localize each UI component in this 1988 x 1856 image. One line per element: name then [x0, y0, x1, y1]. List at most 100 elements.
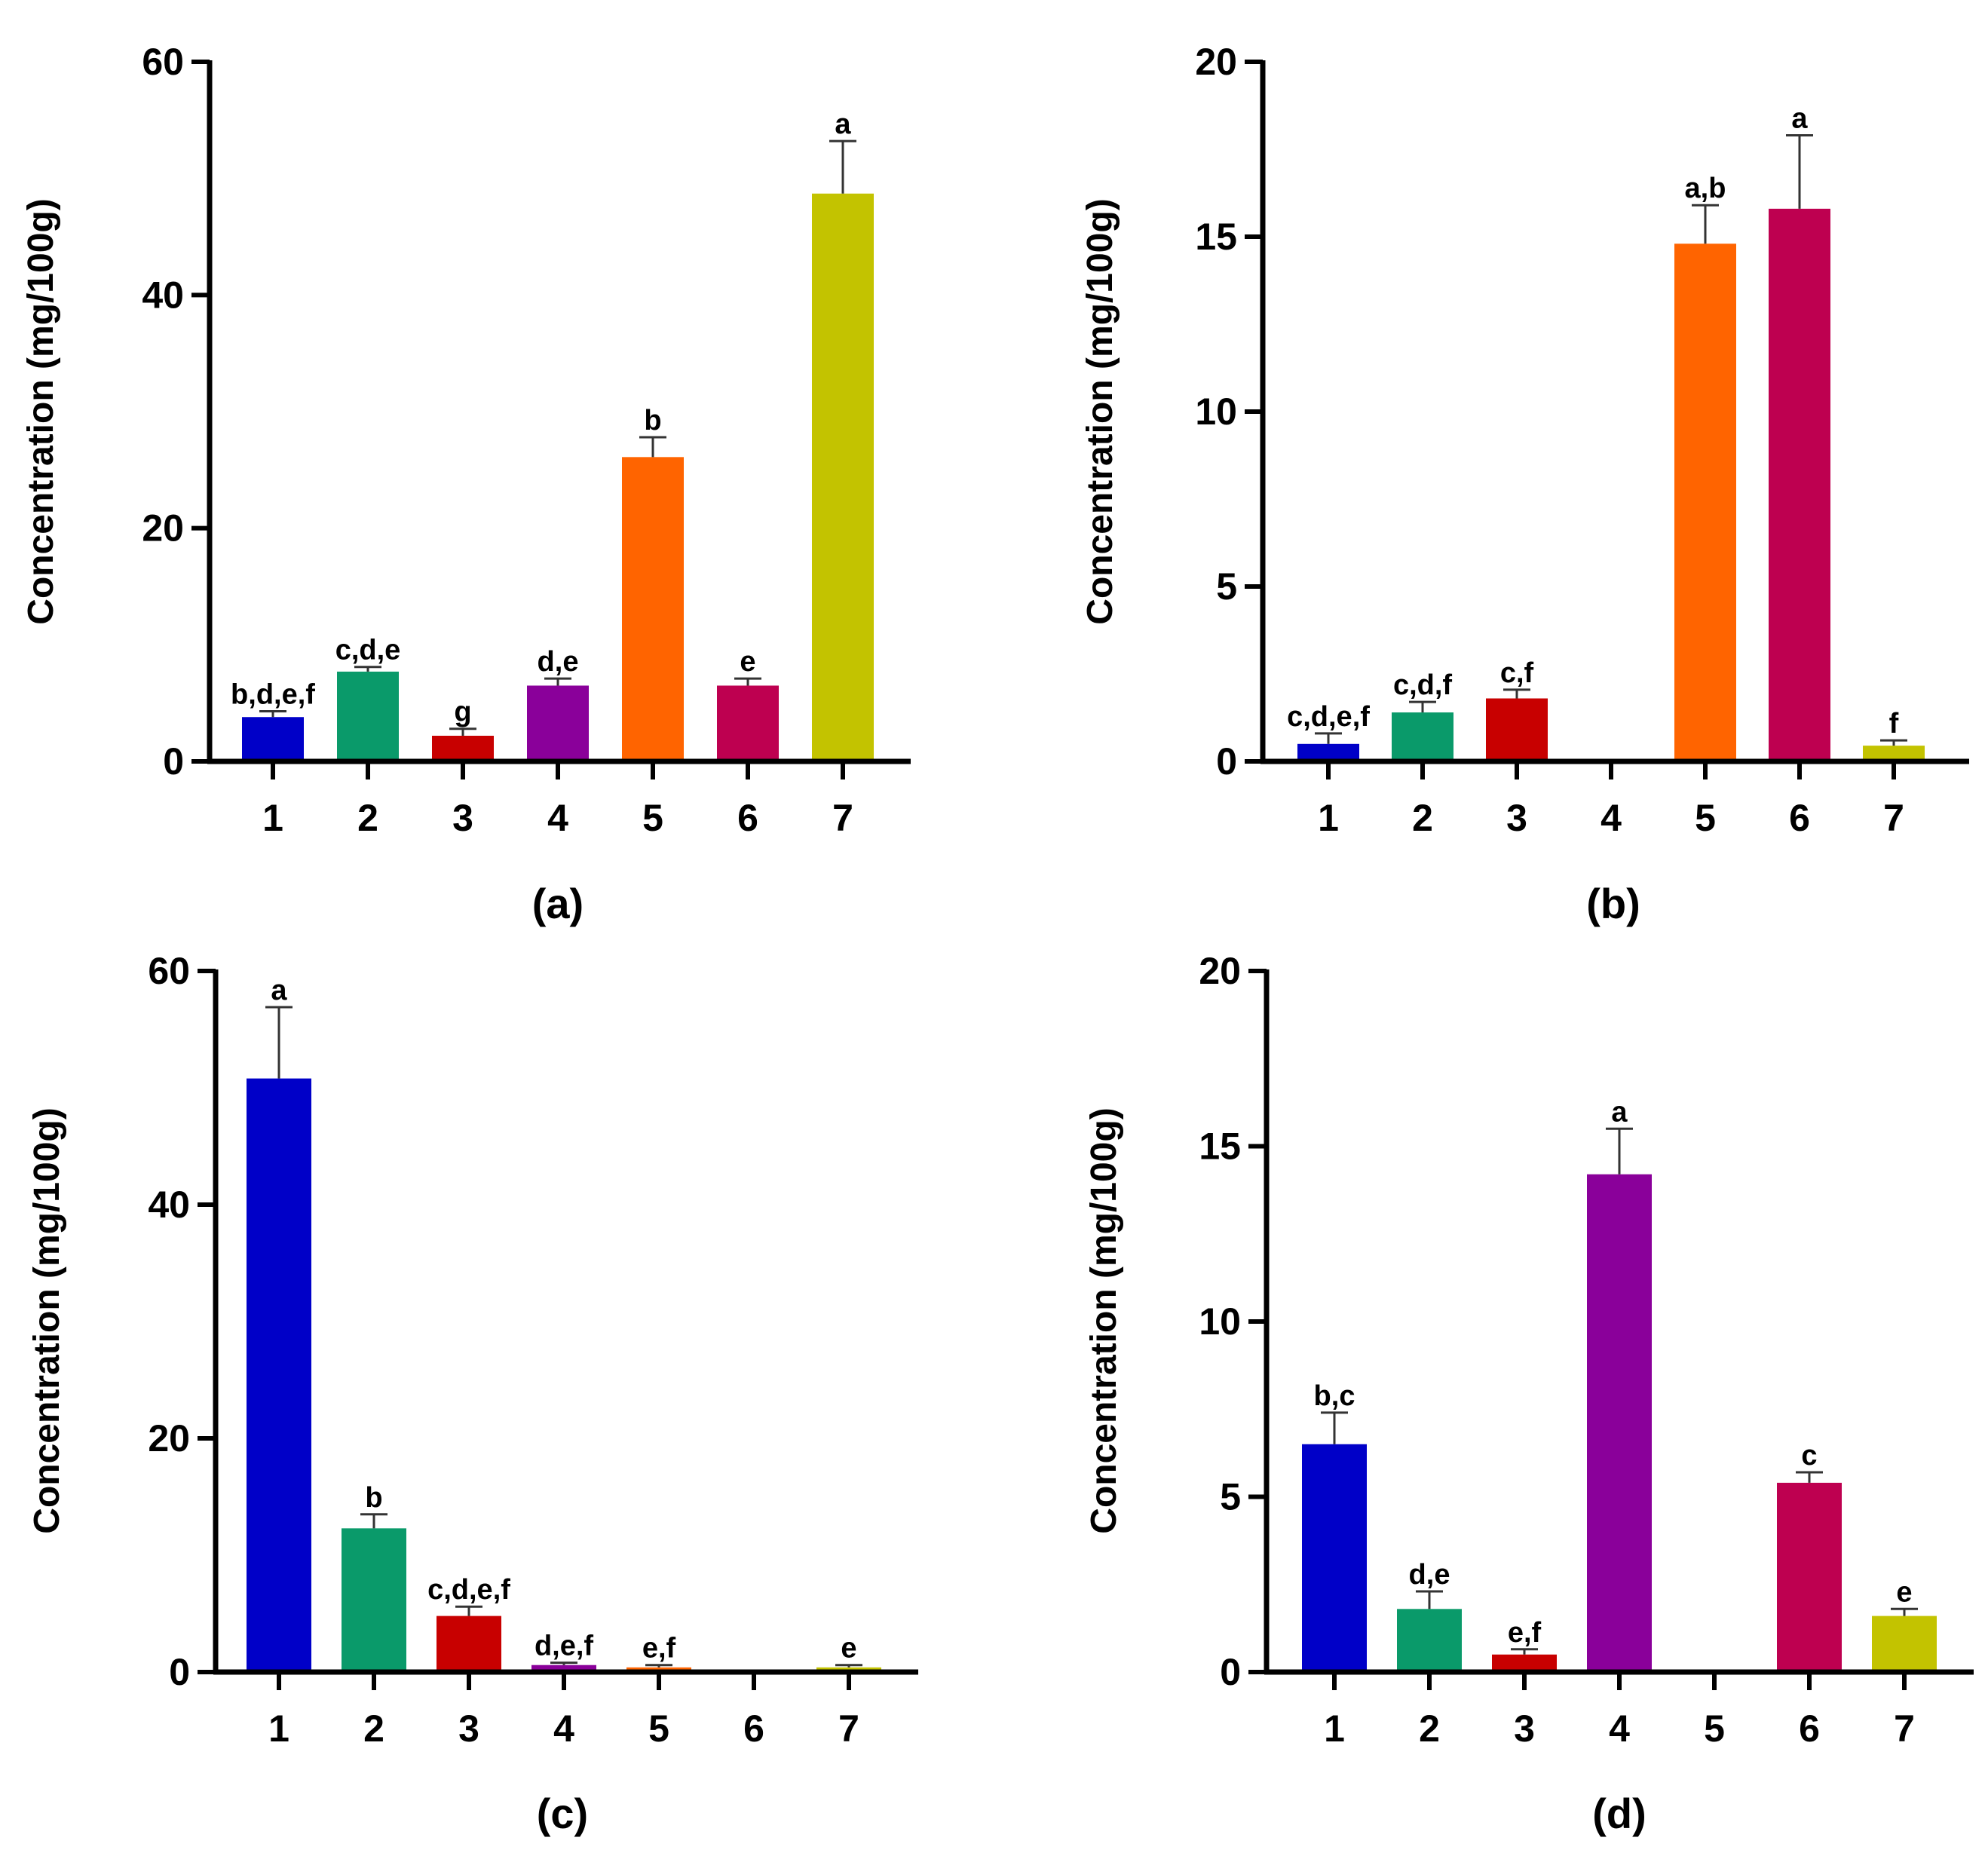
bar: [432, 735, 494, 761]
x-tick-label: 2: [363, 1707, 384, 1750]
bar: [622, 457, 684, 761]
x-tick-label: 5: [1695, 797, 1716, 839]
significance-letter: e: [841, 1633, 856, 1665]
bar: [717, 685, 779, 761]
y-tick-label: 20: [148, 1417, 190, 1459]
x-tick-label: 1: [1318, 797, 1339, 839]
x-tick-label: 1: [1324, 1707, 1345, 1750]
x-tick-label: 3: [1514, 1707, 1535, 1750]
panel-label: (c): [537, 1790, 588, 1837]
y-tick-label: 15: [1199, 1126, 1241, 1168]
y-tick-label: 20: [1199, 950, 1241, 992]
y-axis-title: Concentration (mg/100g): [27, 1107, 67, 1533]
y-tick-label: 5: [1216, 565, 1237, 608]
x-tick-label: 5: [642, 797, 663, 839]
bar: [342, 1528, 406, 1672]
x-tick-label: 5: [648, 1707, 669, 1750]
y-tick-label: 15: [1195, 216, 1237, 258]
y-tick-label: 60: [148, 950, 190, 992]
x-tick-label: 6: [1799, 1707, 1820, 1750]
bar: [242, 717, 304, 761]
x-tick-label: 5: [1704, 1707, 1725, 1750]
panel-label: (b): [1586, 880, 1640, 927]
x-tick-label: 4: [1601, 797, 1622, 839]
significance-letter: b,d,e,f: [231, 678, 315, 710]
bar: [1769, 208, 1830, 761]
significance-letter: a: [271, 975, 287, 1006]
bar: [531, 1665, 596, 1672]
y-tick-label: 0: [1216, 740, 1237, 783]
bar: [1397, 1609, 1462, 1672]
bar: [1486, 698, 1548, 761]
bar: [1674, 243, 1736, 761]
bar: [1777, 1482, 1842, 1672]
x-tick-label: 6: [743, 1707, 764, 1750]
significance-letter: e: [740, 646, 755, 678]
y-tick-label: 5: [1220, 1476, 1241, 1518]
chart-panel-1: b,d,e,f c,d,e g d,e b e a 0 20 40 60 1 2 3 4 5 6 7 Concent…: [21, 41, 911, 927]
x-tick-label: 4: [553, 1707, 574, 1750]
significance-letter: e,f: [642, 1633, 676, 1665]
y-axis-title: Concentration (mg/100g): [1084, 1107, 1124, 1533]
y-tick-label: 40: [142, 274, 184, 316]
y-tick-label: 0: [1220, 1651, 1241, 1693]
chart-panel-2: c,d,e,f c,d,f c,f a,b a f 0 5 10 15 20 1 2 3 4 5 6 7 Conce…: [1080, 41, 1969, 927]
bar: [812, 193, 874, 762]
panel-label: (a): [532, 880, 584, 927]
y-tick-label: 40: [148, 1184, 190, 1226]
x-tick-label: 7: [1883, 797, 1904, 839]
y-tick-label: 60: [142, 41, 184, 83]
y-tick-label: 0: [169, 1651, 190, 1693]
significance-letter: e: [1896, 1576, 1912, 1608]
x-tick-label: 2: [1412, 797, 1433, 839]
significance-letter: b,c: [1314, 1380, 1355, 1412]
x-tick-label: 2: [357, 797, 378, 839]
significance-letter: a: [1791, 103, 1808, 134]
bar: [1587, 1174, 1652, 1672]
bar: [247, 1078, 311, 1672]
bar: [1302, 1444, 1367, 1672]
significance-letter: a,b: [1685, 173, 1726, 204]
significance-letter: c: [1801, 1440, 1817, 1472]
x-tick-label: 7: [838, 1707, 859, 1750]
x-tick-label: 6: [737, 797, 758, 839]
chart-panel-4: b,c d,e e,f a c e 0 5 10 15 20 1 2 3 4 5 6 7 Concentration…: [1084, 950, 1974, 1837]
y-tick-label: 20: [142, 507, 184, 550]
x-tick-label: 2: [1419, 1707, 1440, 1750]
x-tick-label: 7: [832, 797, 853, 839]
bar: [527, 685, 589, 761]
significance-letter: f: [1889, 708, 1899, 740]
panel-label: (d): [1592, 1790, 1646, 1837]
x-tick-label: 4: [547, 797, 568, 839]
significance-letter: d,e: [1409, 1559, 1450, 1591]
significance-letter: a: [1611, 1096, 1628, 1128]
significance-letter: c,d,e,f: [1287, 701, 1370, 733]
x-tick-label: 3: [458, 1707, 479, 1750]
y-tick-label: 0: [163, 740, 184, 783]
bar: [1863, 746, 1925, 761]
bar: [1872, 1616, 1937, 1672]
x-tick-label: 4: [1609, 1707, 1630, 1750]
bar: [1392, 712, 1453, 761]
significance-letter: c,d,f: [1393, 669, 1452, 701]
significance-letter: d,e,f: [535, 1631, 593, 1662]
y-tick-label: 10: [1199, 1300, 1241, 1343]
x-tick-label: 1: [262, 797, 283, 839]
significance-letter: b: [365, 1482, 382, 1514]
significance-letter: c,d,e,f: [427, 1574, 510, 1606]
x-tick-label: 1: [268, 1707, 289, 1750]
x-tick-label: 3: [1506, 797, 1527, 839]
y-axis-title: Concentration (mg/100g): [1080, 198, 1120, 624]
x-tick-label: 7: [1894, 1707, 1915, 1750]
significance-letter: b: [644, 405, 661, 436]
x-tick-label: 6: [1789, 797, 1810, 839]
bar: [1297, 743, 1359, 761]
significance-letter: d,e: [538, 646, 579, 678]
significance-letter: e,f: [1508, 1617, 1542, 1649]
y-tick-label: 20: [1195, 41, 1237, 83]
bar: [1492, 1654, 1557, 1672]
x-tick-label: 3: [452, 797, 473, 839]
bar: [337, 671, 399, 761]
significance-letter: c,d,e: [335, 635, 401, 666]
y-axis-title: Concentration (mg/100g): [21, 198, 61, 624]
